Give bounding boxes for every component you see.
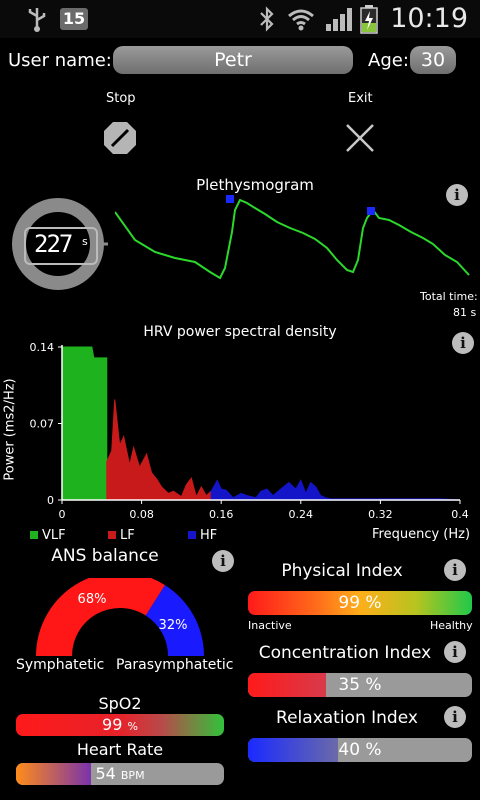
concentration-value: 35 % <box>338 675 382 695</box>
hrv-x-tick-label: 0.16 <box>209 508 234 521</box>
heart-rate-readout: 54 BPM <box>16 763 224 785</box>
series-lf-area <box>106 399 212 501</box>
total-time-value: 81 s <box>453 306 477 319</box>
clock: 10:19 <box>390 3 468 34</box>
spo2-readout: 99 % <box>16 714 224 736</box>
concentration-bar: 35 % <box>248 673 472 697</box>
concentration-info-icon[interactable]: i <box>444 641 466 663</box>
timer-value: 227 <box>34 230 73 258</box>
usb-icon <box>28 8 46 32</box>
age-field[interactable]: 30 <box>410 46 456 74</box>
timer-unit: s <box>82 235 88 248</box>
hrv-info-icon[interactable]: i <box>452 332 474 354</box>
hrv-x-tick-label: 0.32 <box>368 508 393 521</box>
ans-label-right: Parasymphatetic <box>116 657 234 673</box>
relaxation-title: Relaxation Index <box>276 708 418 728</box>
hrv-title: HRV power spectral density <box>143 324 337 340</box>
exit-label: Exit <box>348 91 373 106</box>
hrv-y-tick-label: 0.07 <box>30 418 55 431</box>
relaxation-fill <box>248 738 338 762</box>
physical-left-label: Inactive <box>248 619 292 632</box>
total-time-label: Total time: <box>420 290 478 303</box>
age-label: Age: <box>368 50 409 71</box>
hrv-y-tick-label: 0 <box>47 494 54 507</box>
physical-index-value: 99 % <box>338 593 382 613</box>
hrv-xlabel: Frequency (Hz) <box>372 527 471 542</box>
user-name-field[interactable]: Petr <box>113 46 353 74</box>
hrv-x-tick-label: 0.08 <box>129 508 154 521</box>
legend-hf: HF <box>188 528 217 543</box>
signal-icon <box>326 8 352 31</box>
concentration-title: Concentration Index <box>258 643 432 663</box>
concentration-fill <box>248 673 327 697</box>
spo2-bar: 99 % <box>16 714 224 736</box>
heart-rate-value: 54 <box>95 764 116 783</box>
ans-symphatetic-pct: 68% <box>78 592 107 607</box>
relaxation-info-icon[interactable]: i <box>444 706 466 728</box>
series-hf-area <box>210 479 461 501</box>
heart-rate-bar: 54 BPM <box>16 763 224 785</box>
spo2-title: SpO2 <box>98 694 142 713</box>
legend-hf-swatch <box>188 531 196 539</box>
hrv-y-tick-label: 0.14 <box>30 341 55 354</box>
ans-title: ANS balance <box>51 546 159 566</box>
plethysmogram-info-icon[interactable]: i <box>446 184 468 206</box>
stop-label: Stop <box>106 91 136 106</box>
spo2-unit: % <box>127 720 138 733</box>
heart-rate-fill <box>16 763 91 785</box>
series-vlf-area <box>61 346 108 501</box>
wifi-icon <box>288 9 314 31</box>
legend-lf-swatch <box>108 531 116 539</box>
legend-vlf-swatch <box>30 531 38 539</box>
plethysmogram-title: Plethysmogram <box>196 176 314 194</box>
ans-info-icon[interactable]: i <box>212 550 234 572</box>
exit-button[interactable] <box>345 123 375 153</box>
ans-parasymphatetic-pct: 32% <box>159 618 188 633</box>
heart-rate-unit: BPM <box>120 769 145 782</box>
battery-charging-icon <box>360 5 378 34</box>
physical-info-icon[interactable]: i <box>444 559 466 581</box>
spo2-value: 99 <box>102 715 123 734</box>
hrv-chart: 0.14 0.07 00 0.08 0.16 0.24 0.32 0.4 <box>30 341 469 521</box>
relaxation-value: 40 % <box>338 740 382 760</box>
hrv-x-tick-label: 0 <box>59 508 66 521</box>
ans-gauge: 68% 32% <box>36 578 204 656</box>
physical-index-bar: 99 % <box>248 591 472 615</box>
legend-lf: LF <box>108 528 135 543</box>
physical-right-label: Healthy <box>430 619 473 632</box>
user-name-label: User name: <box>8 50 112 71</box>
relaxation-bar: 40 % <box>248 738 472 762</box>
hrv-x-tick-label: 0.24 <box>289 508 314 521</box>
legend-vlf: VLF <box>30 528 66 543</box>
hrv-x-tick-label: 0.4 <box>451 508 469 521</box>
plethysmogram-waveform <box>115 195 470 280</box>
stop-button[interactable] <box>103 121 137 155</box>
physical-index-title: Physical Index <box>281 561 403 581</box>
notification-badge: 15 <box>60 8 88 30</box>
heart-rate-title: Heart Rate <box>76 740 164 759</box>
timer-display: 227 s <box>24 227 98 265</box>
status-bar: 15 10:19 <box>0 0 480 38</box>
ans-label-left: Symphatetic <box>16 657 105 673</box>
ans-parasymphatetic-segment <box>145 585 204 656</box>
ans-symphatetic-segment <box>36 578 166 656</box>
bluetooth-icon <box>260 6 274 32</box>
